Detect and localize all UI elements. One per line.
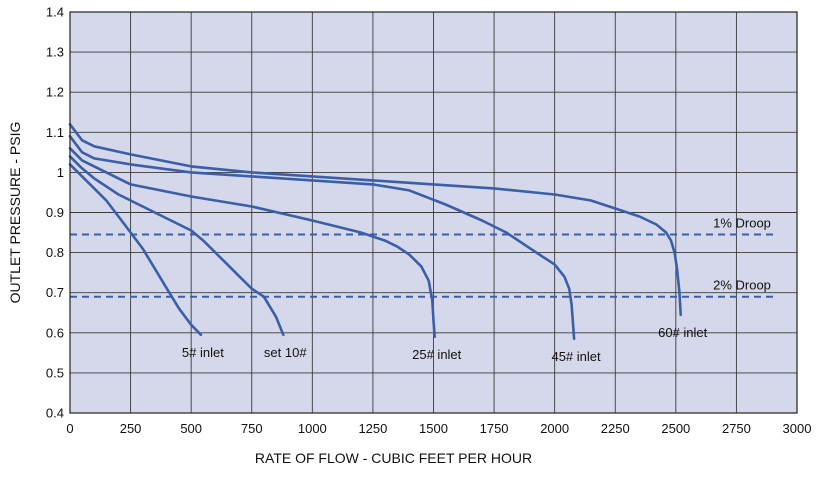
series-label: set 10# — [264, 345, 307, 360]
x-axis-label: RATE OF FLOW - CUBIC FEET PER HOUR — [255, 450, 532, 466]
y-tick-label: 1 — [57, 165, 64, 180]
x-tick-labels: 0 250 500 750 1000 1250 1500 1750 2000 2250 2500 27… — [66, 421, 811, 436]
series-label: 25# inlet — [412, 347, 462, 362]
x-tick-label: 1000 — [298, 421, 327, 436]
y-tick-label: 1.3 — [46, 45, 64, 60]
x-tick-label: 1750 — [480, 421, 509, 436]
y-tick-labels: 0.4 0.5 0.6 0.7 0.8 0.9 1 1.1 1.2 1.3 1.4 — [46, 5, 64, 421]
series-label: 5# inlet — [182, 345, 224, 360]
y-tick-label: 0.7 — [46, 285, 64, 300]
series-lines — [68, 123, 682, 341]
y-tick-label: 0.8 — [46, 245, 64, 260]
droop-label: 1% Droop — [713, 216, 771, 231]
x-tick-label: 500 — [180, 421, 202, 436]
grid-lines — [69, 11, 798, 414]
x-tick-label: 1500 — [419, 421, 448, 436]
y-tick-label: 1.1 — [46, 125, 64, 140]
series-label: 60# inlet — [658, 325, 708, 340]
y-tick-label: 0.5 — [46, 365, 64, 380]
series-label: 45# inlet — [551, 349, 601, 364]
series-line — [68, 135, 576, 341]
series-line — [68, 155, 285, 337]
x-tick-label: 3000 — [783, 421, 812, 436]
y-axis-label: OUTLET PRESSURE - PSIG — [7, 122, 23, 304]
y-tick-label: 1.4 — [46, 5, 64, 20]
plot-frame — [69, 11, 798, 414]
x-tick-label: 2500 — [661, 421, 690, 436]
series-labels: 5# inlet set 10# 25# inlet 45# inlet 60# inl… — [182, 216, 771, 364]
series-line — [68, 147, 436, 339]
x-tick-label: 2750 — [722, 421, 751, 436]
x-tick-label: 750 — [241, 421, 263, 436]
series-line — [68, 163, 203, 337]
y-tick-label: 0.4 — [46, 406, 64, 421]
x-tick-label: 2000 — [540, 421, 569, 436]
droop-reference-lines — [70, 233, 775, 298]
x-tick-label: 1250 — [358, 421, 387, 436]
y-tick-label: 1.2 — [46, 85, 64, 100]
series-line — [68, 123, 682, 317]
x-tick-label: 2250 — [601, 421, 630, 436]
y-tick-label: 0.6 — [46, 325, 64, 340]
droop-label: 2% Droop — [713, 278, 771, 293]
x-tick-label: 0 — [66, 421, 73, 436]
x-tick-label: 250 — [120, 421, 142, 436]
y-tick-label: 0.9 — [46, 205, 64, 220]
